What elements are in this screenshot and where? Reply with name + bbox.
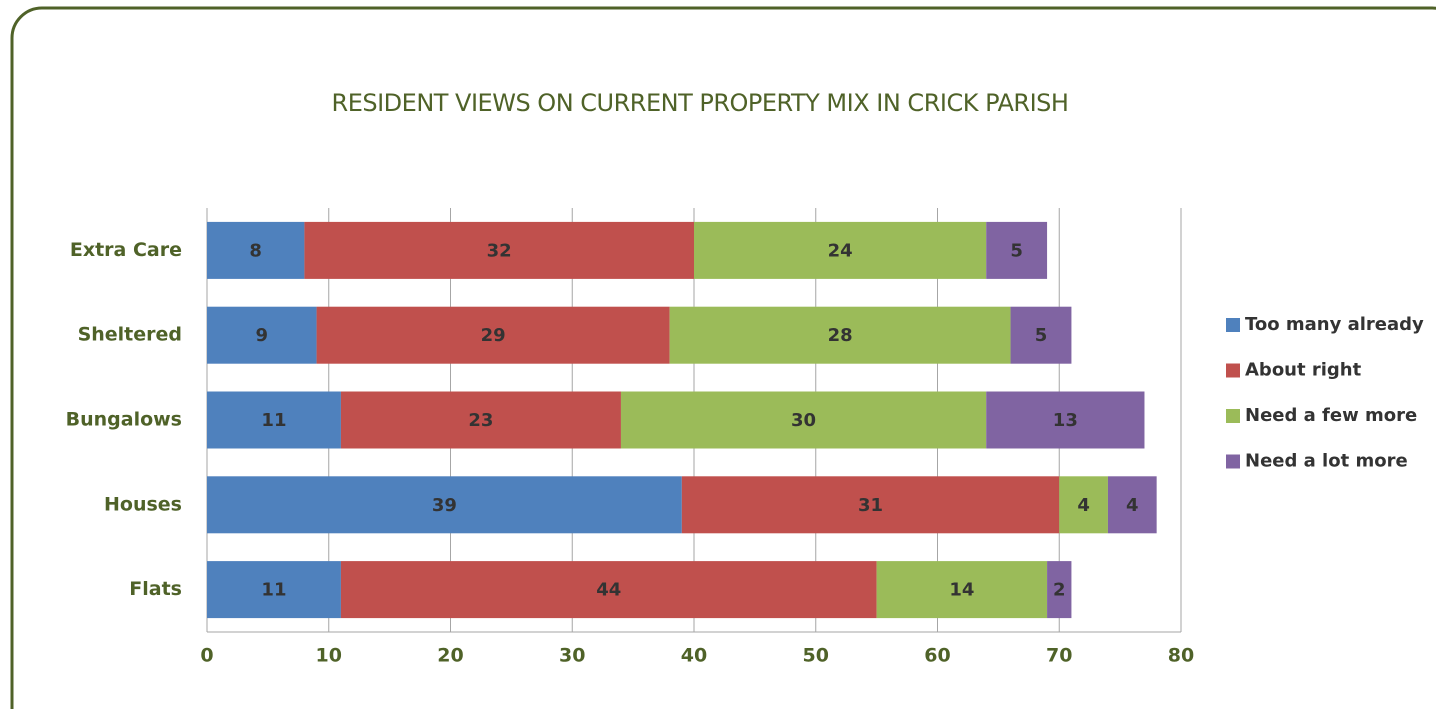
bar-segment [1107,476,1157,534]
legend-swatch [1226,363,1240,378]
data-label: 14 [949,580,974,601]
x-tick-label: 10 [316,645,342,667]
x-tick-label: 40 [681,645,707,667]
chart-title: RESIDENT VIEWS ON CURRENT PROPERTY MIX I… [332,89,1069,117]
bar-segment [669,306,1011,364]
data-label: 24 [828,240,853,261]
data-label: 44 [596,580,621,601]
data-label: 8 [249,240,262,261]
legend-label: Need a few more [1245,405,1417,426]
bar-segment [681,476,1060,534]
x-tick-label: 30 [559,645,585,667]
data-label: 5 [1010,240,1023,261]
y-tick-label: Houses [104,493,182,515]
legend-swatch [1226,409,1240,423]
bar-segment [876,561,1048,619]
data-label: 4 [1126,495,1139,516]
bar-segment [207,476,682,534]
data-label: 11 [261,580,286,601]
bar-segment [340,561,877,619]
bar-segment [207,306,317,364]
legend-swatch [1226,454,1240,469]
x-tick-label: 60 [924,645,950,667]
bar-segment [207,391,341,449]
legend-label: Need a lot more [1245,451,1408,472]
bar-segment [1047,561,1072,619]
data-label: 32 [487,240,512,261]
data-label: 4 [1077,495,1090,516]
legend-label: Too many already [1245,314,1424,335]
bar-segment [316,306,670,364]
bar-segment [340,391,621,449]
data-label: 2 [1053,580,1066,601]
bar-segment [207,561,341,619]
x-tick-label: 70 [1046,645,1072,667]
legend-swatch [1226,318,1240,332]
bar-segment [304,221,694,279]
data-label: 5 [1035,325,1048,346]
y-tick-label: Bungalows [66,409,182,431]
bar-segment [620,391,987,449]
x-tick-label: 80 [1168,645,1194,667]
data-label: 29 [481,325,506,346]
bar-segment [207,221,305,279]
data-label: 13 [1053,410,1078,431]
data-label: 39 [432,495,457,516]
bar-segment [1010,306,1072,364]
legend-label: About right [1245,360,1362,381]
data-label: 23 [468,410,493,431]
data-label: 30 [791,410,816,431]
data-label: 28 [828,325,853,346]
data-label: 31 [858,495,883,516]
x-tick-label: 0 [200,645,213,667]
y-tick-label: Sheltered [78,324,182,346]
data-label: 9 [256,325,269,346]
bar-segment [1059,476,1108,534]
x-tick-label: 50 [803,645,829,667]
bar-segment [694,221,987,279]
data-label: 11 [261,410,286,431]
y-tick-label: Extra Care [70,239,182,261]
y-tick-label: Flats [129,578,182,600]
bar-segment [986,221,1048,279]
x-tick-label: 20 [437,645,463,667]
bar-segment [986,391,1145,449]
